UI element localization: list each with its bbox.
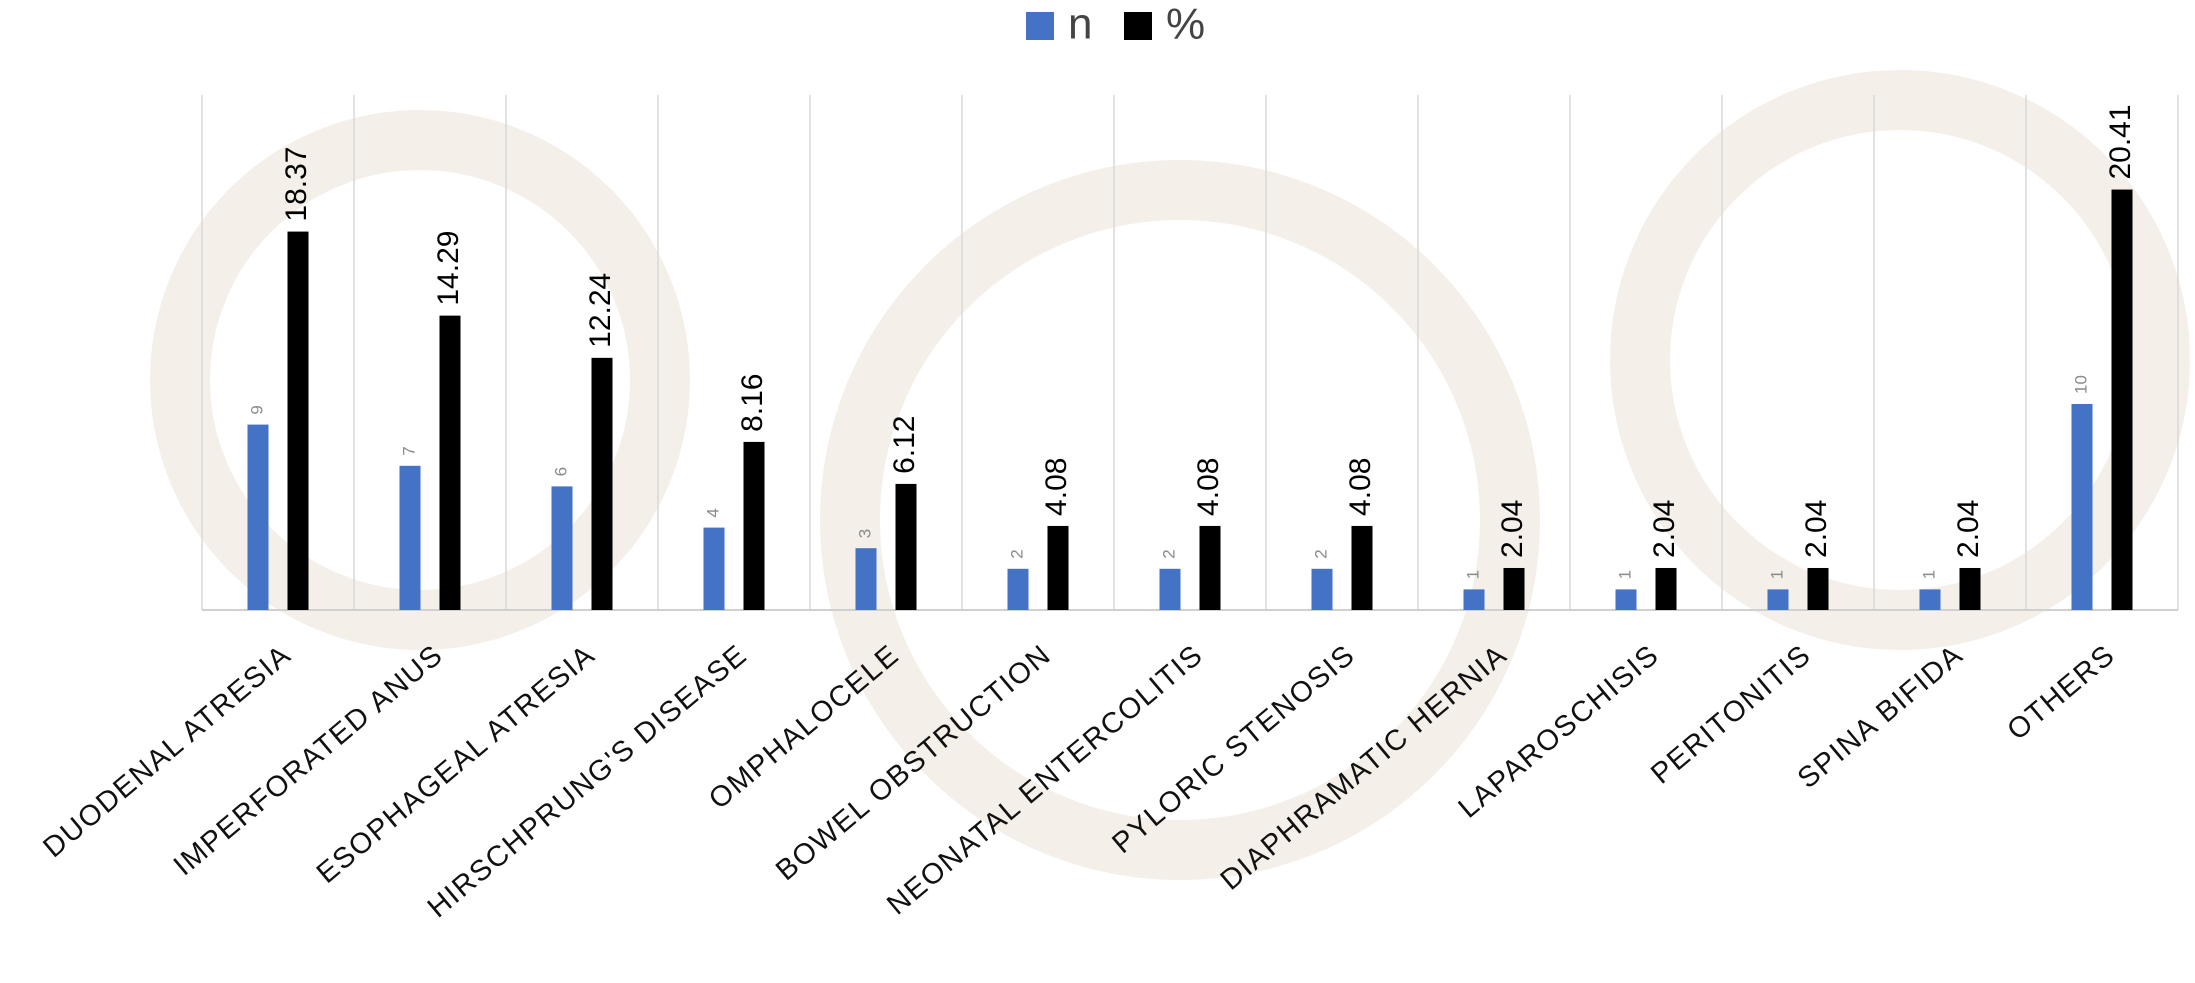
data-label: 7 — [399, 446, 418, 455]
bar — [439, 315, 461, 610]
bar — [1503, 567, 1525, 610]
x-tick-label: PERITONITIS — [1645, 639, 1817, 791]
bar — [1047, 525, 1069, 610]
bar — [551, 486, 573, 610]
bar — [1311, 568, 1333, 610]
bar — [2111, 189, 2133, 610]
bar — [1919, 589, 1941, 610]
x-tick-label: DIAPHRAMATIC HERNIA — [1215, 639, 1514, 897]
data-label: 1 — [1919, 570, 1938, 579]
background-decoration — [150, 70, 2190, 880]
data-label: 20.41 — [2104, 104, 2137, 179]
data-label: 1 — [1615, 570, 1634, 579]
data-label: 2.04 — [1952, 500, 1985, 558]
bar — [1199, 525, 1221, 610]
data-label: 2.04 — [1800, 500, 1833, 558]
legend-swatch — [1026, 12, 1054, 40]
x-tick-label: DUODENAL ATRESIA — [37, 639, 297, 864]
bar — [247, 424, 269, 610]
bar — [1807, 567, 1829, 610]
bar — [855, 548, 877, 610]
data-label: 9 — [247, 405, 266, 414]
x-tick-label: ESOPHAGEAL ATRESIA — [311, 639, 602, 890]
bar — [1655, 567, 1677, 610]
bar — [287, 231, 309, 610]
x-tick-label: SPINA BIFIDA — [1792, 639, 1970, 795]
bar — [1351, 525, 1373, 610]
data-label: 8.16 — [736, 374, 769, 432]
bar — [399, 465, 421, 610]
bar — [2071, 404, 2093, 610]
data-label: 2 — [1007, 549, 1026, 558]
data-label: 6.12 — [888, 416, 921, 474]
data-label: 2 — [1159, 549, 1178, 558]
legend: n % — [1026, 0, 1205, 49]
data-label: 2.04 — [1496, 500, 1529, 558]
bar — [1959, 567, 1981, 610]
bar — [743, 441, 765, 610]
bar — [1463, 589, 1485, 610]
x-tick-label: IMPERFORATED ANUS — [168, 639, 450, 883]
legend-swatch — [1124, 12, 1152, 40]
data-label: 1 — [1767, 570, 1786, 579]
x-tick-label: OTHERS — [2001, 639, 2121, 747]
legend-label: n — [1068, 0, 1092, 49]
data-label: 18.37 — [280, 146, 313, 221]
legend-label: % — [1166, 0, 1205, 49]
data-label: 10 — [2071, 375, 2090, 394]
bar — [1159, 568, 1181, 610]
data-label: 4 — [703, 508, 722, 517]
data-label: 3 — [855, 529, 874, 538]
data-label: 14.29 — [432, 231, 465, 306]
data-label: 2.04 — [1648, 500, 1681, 558]
data-label: 1 — [1463, 570, 1482, 579]
bar — [591, 357, 613, 610]
data-label: 12.24 — [584, 273, 617, 348]
bar — [703, 527, 725, 610]
data-label: 6 — [551, 467, 570, 476]
data-label: 4.08 — [1040, 458, 1073, 516]
bar — [1615, 589, 1637, 610]
data-label: 4.08 — [1192, 458, 1225, 516]
x-tick-label: HIRSCHPRUNG'S DISEASE — [422, 639, 754, 925]
bar — [1767, 589, 1789, 610]
bar — [1007, 568, 1029, 610]
data-label: 4.08 — [1344, 458, 1377, 516]
data-label: 2 — [1311, 549, 1330, 558]
bar — [895, 483, 917, 610]
